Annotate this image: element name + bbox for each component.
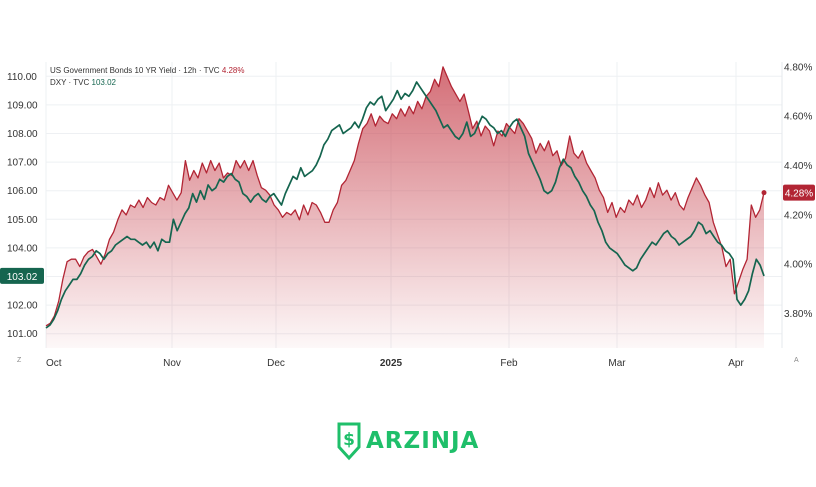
left-tick-label-0: 101.00	[7, 329, 38, 340]
legend-yield-value: 4.28%	[221, 66, 245, 75]
yield-area	[46, 66, 764, 349]
corner-right-label[interactable]: A	[794, 357, 799, 364]
dxy-badge-label: 103.02	[7, 272, 38, 283]
right-axis: 3.80% 4.00% 4.20% 4.40% 4.60% 4.80%	[784, 62, 812, 320]
x-tick-label-4: Feb	[500, 358, 518, 369]
x-tick-label-1: Nov	[163, 358, 181, 369]
left-tick-label-4: 105.00	[7, 215, 38, 226]
right-tick-label-3: 4.40%	[784, 161, 812, 172]
left-tick-label-9: 110.00	[7, 72, 37, 83]
value-badges: 103.02 4.28%	[0, 184, 815, 284]
logo-text: ARZINJA	[366, 428, 480, 454]
legend-dxy[interactable]: DXY · TVC 103.02	[50, 78, 116, 87]
legend-dxy-label: DXY · TVC	[50, 78, 90, 87]
yield-area-fill	[46, 66, 764, 349]
left-tick-label-7: 108.00	[7, 129, 38, 140]
left-tick-label-8: 109.00	[7, 100, 38, 111]
left-tick-label-3: 104.00	[7, 243, 38, 254]
right-tick-label-2: 4.20%	[784, 210, 812, 221]
x-tick-label-5: Mar	[608, 358, 626, 369]
yield-badge	[783, 184, 815, 201]
legend-yield-label: US Government Bonds 10 YR Yield · 12h · …	[50, 66, 220, 75]
arzinja-logo: $ ARZINJA	[336, 420, 479, 462]
legend-yield[interactable]: US Government Bonds 10 YR Yield · 12h · …	[50, 66, 245, 75]
dxy-series-line	[45, 81, 765, 329]
x-tick-label-0: Oct	[46, 358, 62, 369]
x-axis: Oct Nov Dec 2025 Feb Mar Apr	[46, 358, 744, 369]
yield-last-point	[761, 190, 767, 196]
yield-badge-label: 4.28%	[785, 189, 813, 200]
legend-dxy-value: 103.02	[91, 78, 116, 87]
right-tick-label-0: 3.80%	[784, 309, 812, 320]
yield-series-line	[45, 66, 765, 327]
left-axis: 101.00102.00103.00104.00105.00106.00107.…	[7, 72, 38, 340]
svg-text:$: $	[343, 430, 355, 450]
shield-dollar-icon: $	[337, 422, 361, 461]
chart-lines	[45, 66, 765, 329]
x-tick-label-3: 2025	[380, 358, 403, 369]
x-tick-label-6: Apr	[728, 358, 744, 369]
left-tick-label-6: 107.00	[7, 158, 38, 169]
x-tick-label-2: Dec	[267, 358, 285, 369]
left-tick-label-5: 106.00	[7, 186, 38, 197]
right-tick-label-4: 4.60%	[784, 112, 812, 123]
dxy-badge	[0, 267, 44, 284]
right-tick-label-5: 4.80%	[784, 62, 812, 73]
left-tick-label-1: 102.00	[7, 301, 38, 312]
corner-left-label[interactable]: Z	[17, 357, 22, 364]
right-tick-label-1: 4.00%	[784, 260, 812, 271]
